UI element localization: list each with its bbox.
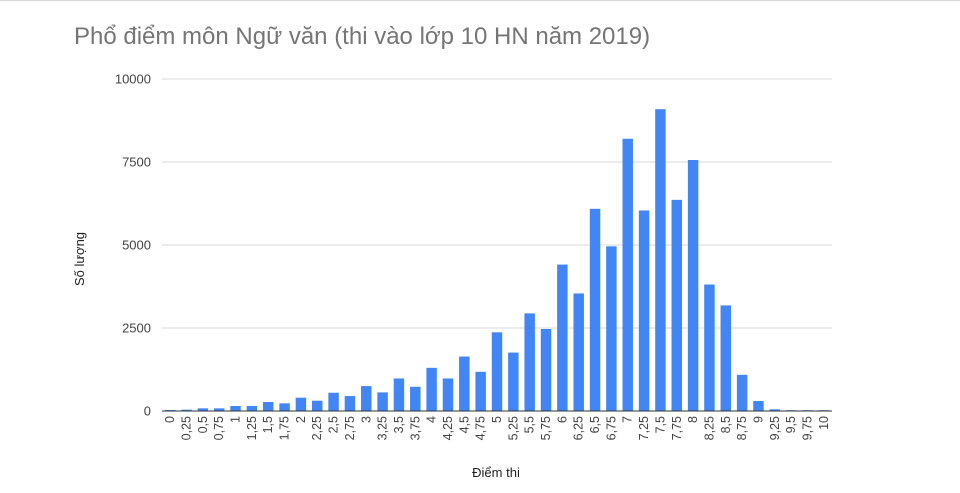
x-tick-label: 0,25	[180, 416, 194, 440]
x-tick-label: 7	[621, 416, 635, 423]
bar	[687, 160, 699, 411]
x-tick-label: 2,25	[310, 416, 324, 440]
bar	[328, 392, 339, 411]
bar	[753, 401, 764, 411]
x-tick-label: 0,75	[212, 416, 226, 440]
x-tick-label: 4,5	[457, 416, 471, 433]
bar	[426, 367, 437, 411]
x-tick-label: 10	[817, 416, 831, 430]
bar	[720, 305, 732, 411]
x-tick-label: 4	[425, 416, 439, 423]
x-tick-label: 3,5	[392, 416, 406, 433]
bar	[377, 392, 388, 411]
bar	[410, 386, 421, 411]
x-tick-label: 3	[359, 416, 373, 423]
bar	[655, 109, 666, 411]
bar	[312, 400, 323, 411]
bar	[181, 409, 192, 411]
bar	[213, 408, 225, 411]
y-axis-title: Số lượng	[72, 232, 87, 286]
bar	[736, 374, 748, 411]
x-tick-label: 8,25	[702, 416, 716, 440]
bar	[295, 397, 307, 411]
bar	[344, 396, 356, 411]
x-tick-label: 2	[294, 416, 308, 423]
bar	[671, 199, 682, 411]
x-tick-label: 7,5	[653, 416, 667, 433]
x-tick-label: 6,25	[572, 416, 586, 440]
bar	[622, 138, 633, 411]
x-tick-label: 7,75	[670, 416, 684, 440]
bar	[638, 210, 650, 411]
x-tick-label: 3,75	[408, 416, 422, 440]
x-tick-label: 1,75	[278, 416, 292, 440]
x-tick-label: 4,25	[441, 416, 455, 440]
bar	[230, 406, 241, 411]
x-tick-label: 8,5	[719, 416, 733, 433]
bar	[769, 409, 781, 411]
x-tick-label: 4,75	[474, 416, 488, 440]
bar	[573, 293, 584, 411]
x-tick-label: 6,5	[588, 416, 602, 433]
bar	[606, 246, 617, 411]
x-axis-title: Điểm thi	[472, 465, 520, 480]
bar	[508, 352, 519, 411]
x-tick-label: 2,75	[343, 416, 357, 440]
bar	[279, 403, 290, 411]
x-tick-label: 7,25	[637, 416, 651, 440]
x-tick-label: 6,75	[604, 416, 618, 440]
x-tick-label: 5,25	[506, 416, 520, 440]
bar	[491, 332, 503, 411]
x-tick-label: 2,5	[327, 416, 341, 433]
x-tick-label: 1	[229, 416, 243, 423]
x-tick-label: 1,5	[261, 416, 275, 433]
x-tick-label: 9,5	[784, 416, 798, 433]
bar	[197, 408, 209, 411]
x-tick-label: 0	[163, 416, 177, 423]
x-tick-label: 9,75	[800, 416, 814, 440]
y-tick-label: 7500	[122, 155, 151, 170]
y-tick-label: 5000	[122, 238, 151, 253]
bar	[475, 371, 486, 411]
chart-title: Phổ điểm môn Ngữ văn (thi vào lớp 10 HN …	[74, 23, 651, 50]
bar	[246, 406, 258, 411]
x-tick-label: 5	[490, 416, 504, 423]
bar	[540, 328, 552, 411]
x-tick-label: 1,25	[245, 416, 259, 440]
x-tick-label: 9	[751, 416, 765, 423]
y-tick-label: 10000	[115, 72, 151, 87]
bar	[524, 313, 535, 411]
x-tick-label: 3,25	[376, 416, 390, 440]
x-tick-label: 5,75	[539, 416, 553, 440]
bar	[459, 356, 470, 411]
bar	[262, 402, 274, 411]
x-tick-label: 8	[686, 416, 700, 423]
x-tick-label: 8,75	[735, 416, 749, 440]
bar	[589, 208, 601, 411]
bar	[557, 264, 568, 411]
bar	[442, 378, 454, 411]
y-tick-label: 0	[144, 404, 151, 419]
x-tick-label: 6	[555, 416, 569, 423]
bar	[361, 386, 372, 411]
x-tick-label: 5,5	[523, 416, 537, 433]
x-tick-label: 0,5	[196, 416, 210, 433]
bar	[704, 284, 715, 411]
bar	[393, 378, 405, 411]
y-tick-label: 2500	[122, 321, 151, 336]
x-tick-label: 9,25	[768, 416, 782, 440]
